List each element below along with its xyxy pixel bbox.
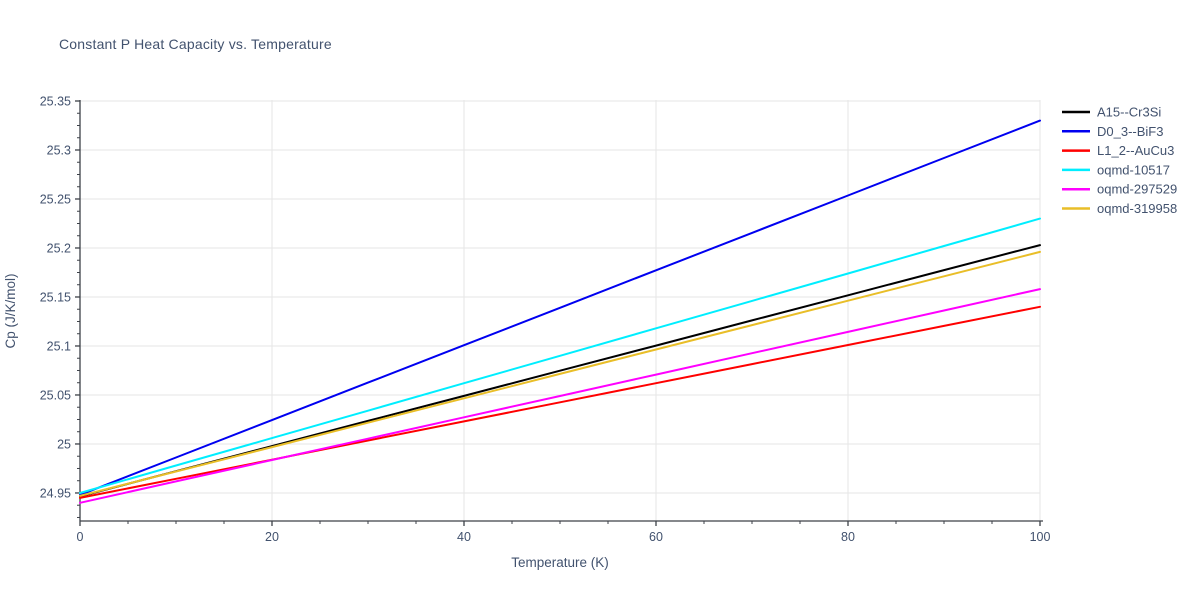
- y-tick-label: 25.3: [47, 143, 71, 157]
- legend-item-oqmd-319958[interactable]: oqmd-319958: [1062, 201, 1177, 216]
- x-tick-label: 40: [457, 530, 471, 544]
- legend-label: oqmd-297529: [1097, 182, 1177, 197]
- legend-label: oqmd-10517: [1097, 162, 1170, 177]
- legend: A15--Cr3Si D0_3--BiF3 L1_2--AuCu3 oqmd-1051…: [1062, 105, 1177, 216]
- y-axis-title: Cp (J/K/mol): [3, 273, 18, 348]
- legend-label: oqmd-319958: [1097, 201, 1177, 216]
- x-axis-title: Temperature (K): [511, 555, 609, 570]
- y-tick-label: 25.1: [47, 339, 71, 353]
- x-tick-label: 20: [265, 530, 279, 544]
- legend-item-oqmd-297529[interactable]: oqmd-297529: [1062, 182, 1177, 197]
- chart-title: Constant P Heat Capacity vs. Temperature: [59, 36, 332, 52]
- y-tick-label: 25: [57, 437, 71, 451]
- x-tick-label: 100: [1030, 530, 1051, 544]
- series-lines: [79, 119, 1041, 504]
- x-tick-label: 60: [649, 530, 663, 544]
- x-tick-label: 80: [841, 530, 855, 544]
- legend-item-oqmd-10517[interactable]: oqmd-10517: [1062, 162, 1170, 177]
- x-tick-label: 0: [77, 530, 84, 544]
- legend-label: L1_2--AuCu3: [1097, 143, 1174, 158]
- series-line-oqmd-319958: [79, 250, 1041, 497]
- series-line-D0_3--BiF3: [79, 119, 1041, 496]
- y-tick-label: 25.15: [40, 290, 71, 304]
- y-tick-label: 25.25: [40, 192, 71, 206]
- series-line-oqmd-10517: [79, 217, 1041, 494]
- legend-item-L1_2--AuCu3[interactable]: L1_2--AuCu3: [1062, 143, 1174, 158]
- legend-item-A15--Cr3Si[interactable]: A15--Cr3Si: [1062, 105, 1161, 120]
- legend-label: A15--Cr3Si: [1097, 105, 1161, 120]
- axes: 0 20 40 60 80 100 24.95 25 25.05 25.1 25.15 25.2 25.…: [40, 95, 1051, 545]
- legend-label: D0_3--BiF3: [1097, 124, 1163, 139]
- y-tick-label: 25.35: [40, 95, 71, 109]
- series-line-oqmd-297529: [79, 288, 1041, 504]
- y-tick-label: 25.2: [47, 241, 71, 255]
- legend-item-D0_3--BiF3[interactable]: D0_3--BiF3: [1062, 124, 1163, 139]
- series-line-L1_2--AuCu3: [79, 305, 1041, 499]
- y-tick-label: 25.05: [40, 388, 71, 402]
- y-tick-label: 24.95: [40, 486, 71, 500]
